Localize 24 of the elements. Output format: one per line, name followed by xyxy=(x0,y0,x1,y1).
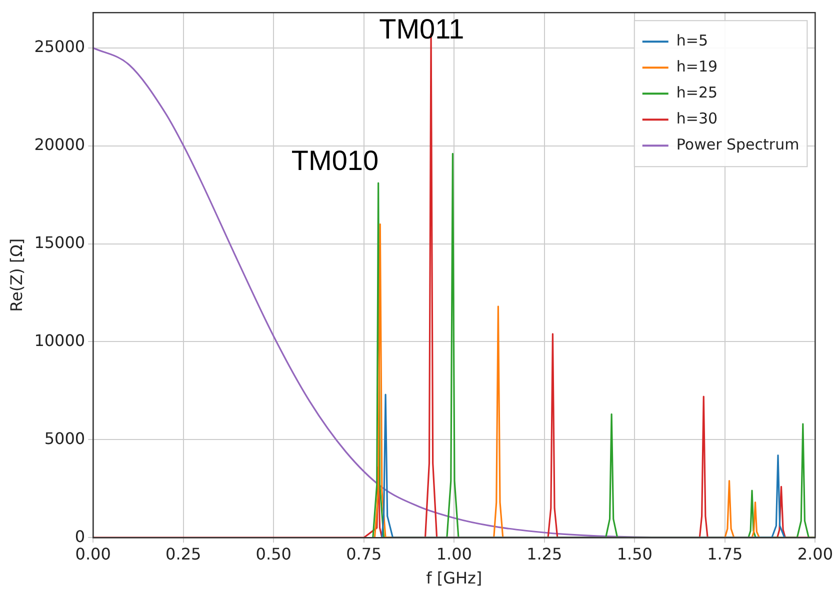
legend-label: Power Spectrum xyxy=(676,135,800,154)
x-tick-label: 1.75 xyxy=(707,544,743,564)
x-tick-label: 2.00 xyxy=(797,544,833,564)
x-tick-label: 0.50 xyxy=(256,544,292,564)
y-tick-label: 25000 xyxy=(34,37,86,56)
y-tick-label: 15000 xyxy=(34,232,86,252)
legend-label: h=30 xyxy=(676,109,718,128)
legend-label: h=5 xyxy=(676,31,708,50)
x-tick-label: 1.25 xyxy=(526,544,562,564)
x-tick-label: 0.00 xyxy=(75,544,111,564)
y-tick-label: 0 xyxy=(74,526,86,546)
x-tick-label: 0.75 xyxy=(346,544,382,564)
x-axis-title: f [GHz] xyxy=(426,568,482,588)
x-tick-label: 0.25 xyxy=(166,544,202,564)
legend-label: h=25 xyxy=(676,83,718,102)
annotation: TM011 xyxy=(379,14,464,45)
y-tick-label: 20000 xyxy=(34,134,86,154)
y-tick-label: 10000 xyxy=(34,330,86,350)
x-tick-label: 1.50 xyxy=(616,544,652,564)
y-tick-label: 5000 xyxy=(44,428,86,448)
annotation: TM010 xyxy=(291,144,379,176)
y-axis-title: Re(Z) [Ω] xyxy=(6,238,26,312)
x-tick-label: 1.00 xyxy=(436,544,472,564)
legend-label: h=19 xyxy=(676,57,718,76)
